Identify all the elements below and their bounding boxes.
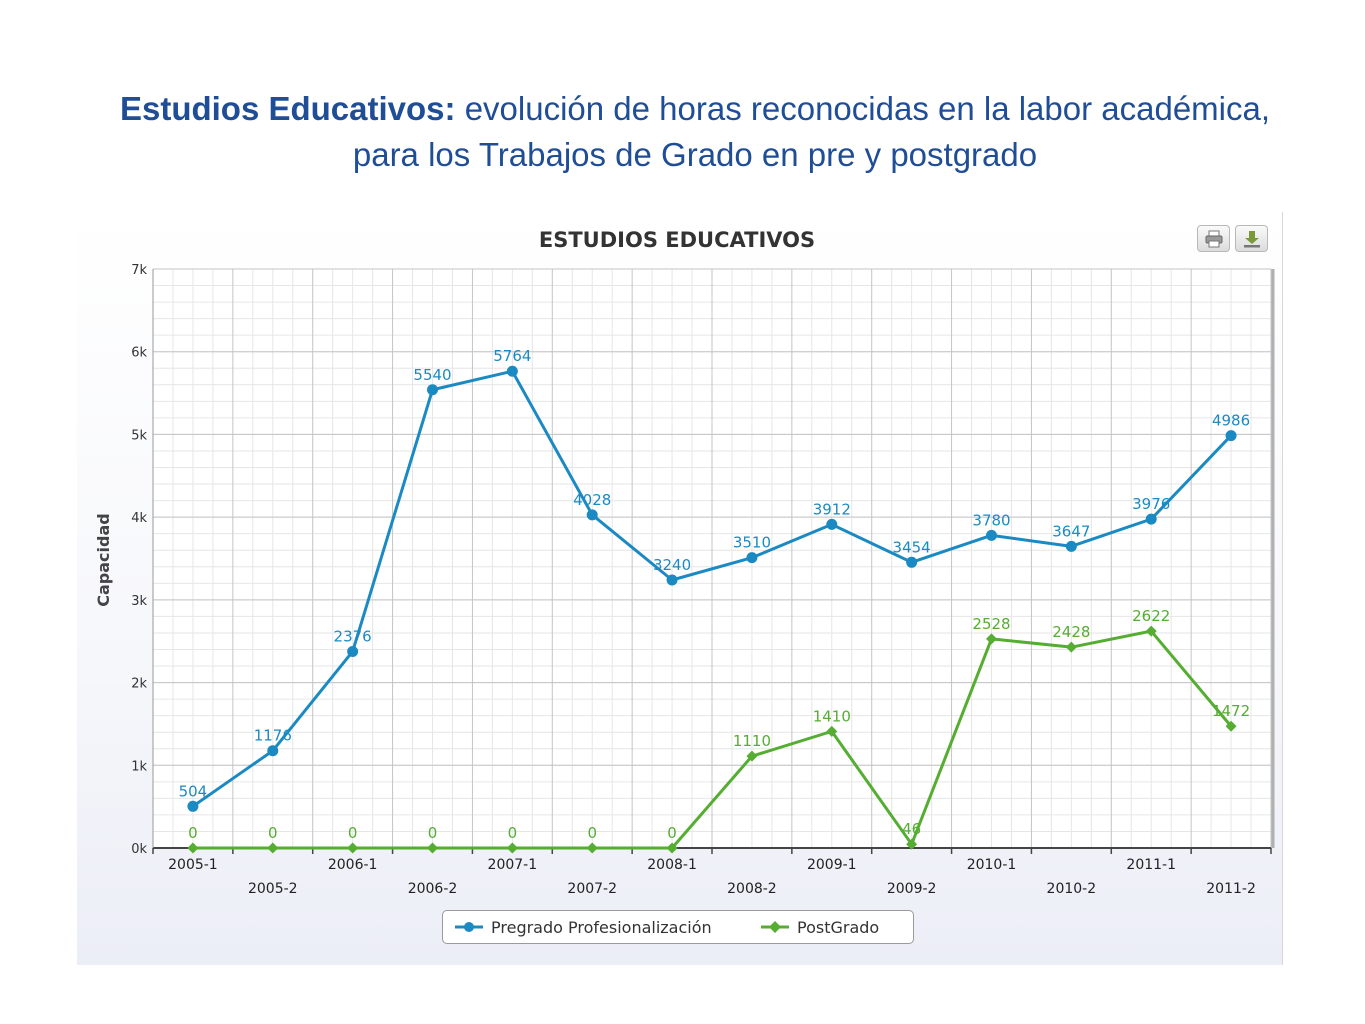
data-point <box>1225 720 1237 732</box>
y-tick-label: 5k <box>131 428 147 443</box>
y-tick-label: 3k <box>131 594 147 609</box>
series-line-postgrado <box>192 629 1233 850</box>
legend-item-pregrado[interactable]: Pregrado Profesionalización <box>455 911 712 943</box>
data-point <box>1145 513 1157 525</box>
x-tick-label: 2007-2 <box>567 881 617 897</box>
x-tick-label: 2010-2 <box>1047 881 1097 897</box>
data-point <box>666 574 678 586</box>
data-label: 3240 <box>653 556 691 574</box>
line-chart: 0k 1k 2k 3k 4k 5k 6k 7k 2005-1 2005-2 2006-1 2006-2… <box>94 228 1275 897</box>
data-point <box>586 509 598 521</box>
data-label: 4028 <box>573 491 611 509</box>
data-point <box>666 842 678 854</box>
data-label: 504 <box>179 782 208 800</box>
data-label: 0 <box>587 824 597 842</box>
slide-title-rest: evolución de horas reconocidas en la lab… <box>352 90 1271 173</box>
data-label: 3780 <box>972 511 1010 529</box>
data-label: 0 <box>667 824 677 842</box>
y-tick-label: 2k <box>131 677 147 692</box>
data-point <box>826 725 838 737</box>
data-label: 3647 <box>1052 522 1090 540</box>
chart-legend: Pregrado Profesionalización PostGrado <box>442 910 914 944</box>
print-button[interactable] <box>1197 225 1230 252</box>
x-tick-label: 2011-2 <box>1206 881 1256 897</box>
data-label: 0 <box>268 824 278 842</box>
data-label: 3976 <box>1132 495 1170 513</box>
data-label: 3510 <box>733 534 771 552</box>
data-label: 1410 <box>813 707 851 725</box>
y-tick-label: 1k <box>131 759 147 774</box>
data-point <box>347 645 359 657</box>
data-label: 3912 <box>813 500 851 518</box>
data-point <box>187 800 199 812</box>
data-label: 46 <box>902 820 921 838</box>
legend-label-postgrado: PostGrado <box>797 917 880 937</box>
data-label: 0 <box>348 824 358 842</box>
data-point <box>267 842 279 854</box>
y-axis-title: Capacidad <box>94 513 113 606</box>
x-tick-label: 2008-2 <box>727 881 777 897</box>
slide-title-bold: Estudios Educativos: <box>119 90 456 127</box>
data-point <box>506 365 518 377</box>
data-point <box>746 552 758 564</box>
slide-title: Estudios Educativos: evolución de horas … <box>100 86 1290 178</box>
legend-symbol-pregrado <box>455 922 483 932</box>
x-tick-label: 2008-1 <box>647 857 697 873</box>
x-tick-label: 2011-1 <box>1126 857 1176 873</box>
data-point <box>347 842 359 854</box>
data-point <box>1065 540 1077 552</box>
data-label: 1472 <box>1212 702 1250 720</box>
data-label: 2428 <box>1052 623 1090 641</box>
x-tick-label: 2009-1 <box>807 857 857 873</box>
legend-label-pregrado: Pregrado Profesionalización <box>491 917 712 937</box>
data-point <box>427 842 438 854</box>
printer-icon <box>1205 230 1223 248</box>
series-line-pregrado <box>192 369 1233 808</box>
data-point <box>267 745 279 757</box>
export-button[interactable] <box>1235 225 1268 252</box>
data-point <box>506 842 518 854</box>
y-tick-label: 4k <box>131 511 147 526</box>
data-label: 5764 <box>493 347 531 365</box>
data-point <box>427 384 438 396</box>
data-label: 2528 <box>972 615 1010 633</box>
data-point <box>986 529 997 541</box>
data-label: 0 <box>428 824 438 842</box>
data-point <box>1065 641 1077 653</box>
x-tick-label: 2007-1 <box>488 857 538 873</box>
data-label: 4986 <box>1212 412 1250 430</box>
x-tick-label: 2005-1 <box>168 857 218 873</box>
y-tick-label: 0k <box>131 842 147 857</box>
data-point <box>1145 625 1157 637</box>
y-tick-label: 6k <box>131 346 147 361</box>
x-tick-label: 2009-2 <box>887 881 937 897</box>
data-label: 0 <box>188 824 198 842</box>
data-point <box>1225 430 1237 442</box>
data-point <box>187 842 199 854</box>
data-label: 1110 <box>733 732 771 750</box>
data-point <box>906 838 918 850</box>
data-label: 1176 <box>254 727 292 745</box>
data-point <box>986 633 997 645</box>
data-label: 5540 <box>413 366 451 384</box>
x-tick-label: 2006-2 <box>408 881 458 897</box>
chart-title: ESTUDIOS EDUCATIVOS <box>539 228 815 252</box>
y-tick-label: 7k <box>131 263 147 278</box>
data-point <box>906 556 918 568</box>
legend-item-postgrado[interactable]: PostGrado <box>761 911 879 943</box>
legend-symbol-postgrado <box>761 921 789 933</box>
data-label: 2622 <box>1132 607 1170 625</box>
data-label: 2376 <box>334 627 372 645</box>
data-point <box>586 842 598 854</box>
data-label: 0 <box>508 824 518 842</box>
x-tick-label: 2010-1 <box>967 857 1017 873</box>
data-label: 3454 <box>893 538 931 556</box>
x-tick-label: 2005-2 <box>248 881 298 897</box>
x-tick-label: 2006-1 <box>328 857 378 873</box>
data-point <box>746 750 758 762</box>
data-point <box>826 518 838 530</box>
download-icon <box>1244 231 1260 248</box>
chart-panel: 0k 1k 2k 3k 4k 5k 6k 7k 2005-1 2005-2 2006-1 2006-2… <box>77 212 1283 965</box>
